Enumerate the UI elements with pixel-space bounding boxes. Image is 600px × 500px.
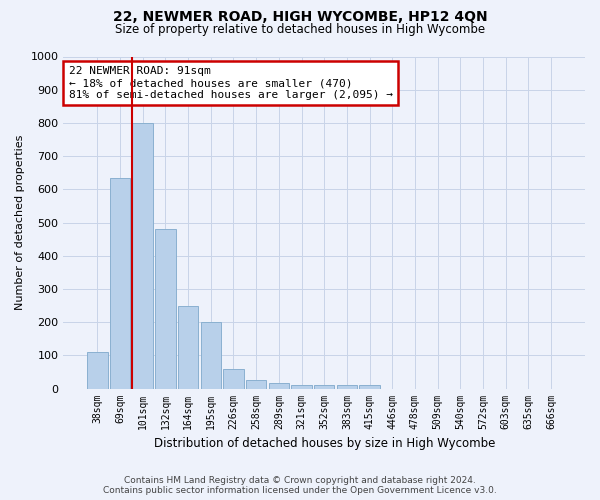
Bar	[87, 352, 107, 389]
Bar	[314, 385, 334, 388]
X-axis label: Distribution of detached houses by size in High Wycombe: Distribution of detached houses by size …	[154, 437, 495, 450]
Bar	[337, 385, 357, 388]
Bar	[155, 229, 176, 388]
Text: Size of property relative to detached houses in High Wycombe: Size of property relative to detached ho…	[115, 22, 485, 36]
Y-axis label: Number of detached properties: Number of detached properties	[15, 135, 25, 310]
Text: 22, NEWMER ROAD, HIGH WYCOMBE, HP12 4QN: 22, NEWMER ROAD, HIGH WYCOMBE, HP12 4QN	[113, 10, 487, 24]
Bar	[223, 368, 244, 388]
Bar	[200, 322, 221, 388]
Bar	[269, 382, 289, 388]
Bar	[178, 306, 198, 388]
Bar	[110, 178, 130, 388]
Bar	[246, 380, 266, 388]
Bar	[359, 385, 380, 388]
Bar	[133, 123, 153, 388]
Text: Contains HM Land Registry data © Crown copyright and database right 2024.
Contai: Contains HM Land Registry data © Crown c…	[103, 476, 497, 495]
Bar	[292, 384, 312, 388]
Text: 22 NEWMER ROAD: 91sqm
← 18% of detached houses are smaller (470)
81% of semi-det: 22 NEWMER ROAD: 91sqm ← 18% of detached …	[68, 66, 392, 100]
